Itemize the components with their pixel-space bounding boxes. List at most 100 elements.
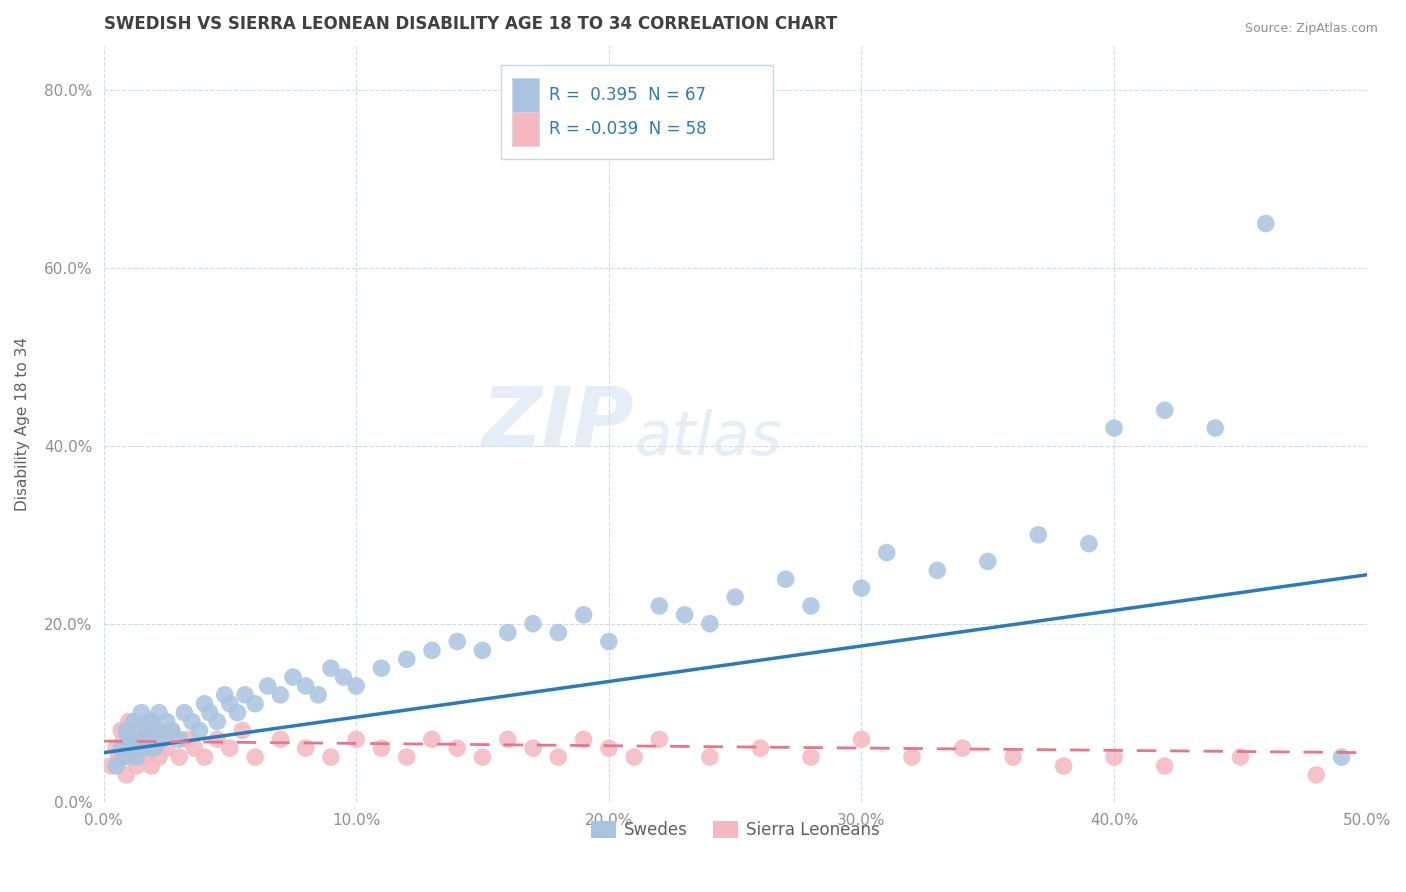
- Point: [176, 732, 198, 747]
- Point: [598, 634, 620, 648]
- Point: [623, 750, 645, 764]
- Bar: [512, 112, 540, 145]
- Point: [205, 732, 228, 747]
- Point: [800, 750, 823, 764]
- Text: R =  0.395  N = 67: R = 0.395 N = 67: [550, 86, 706, 103]
- Point: [145, 723, 167, 738]
- Point: [188, 723, 211, 738]
- Point: [319, 661, 342, 675]
- Point: [125, 750, 148, 764]
- Point: [205, 714, 228, 729]
- Point: [952, 741, 974, 756]
- Point: [233, 688, 256, 702]
- Point: [226, 706, 249, 720]
- Point: [128, 741, 150, 756]
- Point: [332, 670, 354, 684]
- Point: [547, 750, 569, 764]
- Point: [118, 732, 141, 747]
- Text: ZIP: ZIP: [481, 384, 634, 464]
- Point: [148, 750, 170, 764]
- Point: [120, 741, 142, 756]
- Point: [148, 706, 170, 720]
- Point: [1077, 537, 1099, 551]
- Point: [125, 759, 148, 773]
- Point: [141, 714, 163, 729]
- Point: [118, 714, 141, 729]
- Point: [673, 607, 696, 622]
- Point: [1153, 759, 1175, 773]
- Point: [572, 732, 595, 747]
- Point: [143, 741, 166, 756]
- Point: [231, 723, 253, 738]
- Point: [522, 741, 544, 756]
- Point: [156, 714, 179, 729]
- Point: [876, 545, 898, 559]
- Point: [132, 741, 155, 756]
- Point: [800, 599, 823, 613]
- Point: [128, 732, 150, 747]
- Point: [112, 732, 135, 747]
- Point: [1254, 217, 1277, 231]
- Point: [138, 732, 160, 747]
- Point: [648, 599, 671, 613]
- Point: [112, 750, 135, 764]
- Legend: Swedes, Sierra Leoneans: Swedes, Sierra Leoneans: [583, 814, 886, 847]
- Point: [901, 750, 924, 764]
- Point: [1204, 421, 1226, 435]
- Point: [1305, 768, 1327, 782]
- Point: [598, 741, 620, 756]
- Point: [522, 616, 544, 631]
- Point: [110, 723, 132, 738]
- Point: [307, 688, 329, 702]
- Point: [496, 732, 519, 747]
- Point: [724, 590, 747, 604]
- Point: [141, 759, 163, 773]
- Point: [1052, 759, 1074, 773]
- Text: atlas: atlas: [634, 409, 782, 468]
- Point: [243, 750, 266, 764]
- Bar: [502, 64, 773, 159]
- Point: [138, 714, 160, 729]
- Point: [699, 616, 721, 631]
- Point: [135, 732, 157, 747]
- Point: [181, 714, 204, 729]
- Point: [395, 750, 418, 764]
- Text: SWEDISH VS SIERRA LEONEAN DISABILITY AGE 18 TO 34 CORRELATION CHART: SWEDISH VS SIERRA LEONEAN DISABILITY AGE…: [104, 15, 837, 33]
- Point: [122, 714, 145, 729]
- Point: [120, 750, 142, 764]
- Y-axis label: Disability Age 18 to 34: Disability Age 18 to 34: [15, 336, 30, 510]
- Point: [1002, 750, 1025, 764]
- Point: [193, 750, 215, 764]
- Point: [699, 750, 721, 764]
- Point: [115, 723, 138, 738]
- Point: [1102, 421, 1125, 435]
- Point: [143, 741, 166, 756]
- Point: [547, 625, 569, 640]
- Point: [131, 706, 153, 720]
- Point: [1153, 403, 1175, 417]
- Point: [446, 634, 468, 648]
- Point: [193, 697, 215, 711]
- Point: [420, 732, 443, 747]
- Point: [446, 741, 468, 756]
- Point: [169, 732, 191, 747]
- Point: [370, 741, 392, 756]
- Point: [749, 741, 772, 756]
- Point: [100, 759, 122, 773]
- Point: [775, 572, 797, 586]
- Point: [256, 679, 278, 693]
- Point: [851, 732, 873, 747]
- Point: [294, 679, 316, 693]
- Point: [131, 723, 153, 738]
- Point: [145, 723, 167, 738]
- Point: [395, 652, 418, 666]
- Point: [243, 697, 266, 711]
- Point: [150, 732, 173, 747]
- Point: [572, 607, 595, 622]
- Point: [496, 625, 519, 640]
- Point: [977, 554, 1000, 568]
- Point: [214, 688, 236, 702]
- Point: [173, 706, 195, 720]
- Point: [648, 732, 671, 747]
- Point: [1229, 750, 1251, 764]
